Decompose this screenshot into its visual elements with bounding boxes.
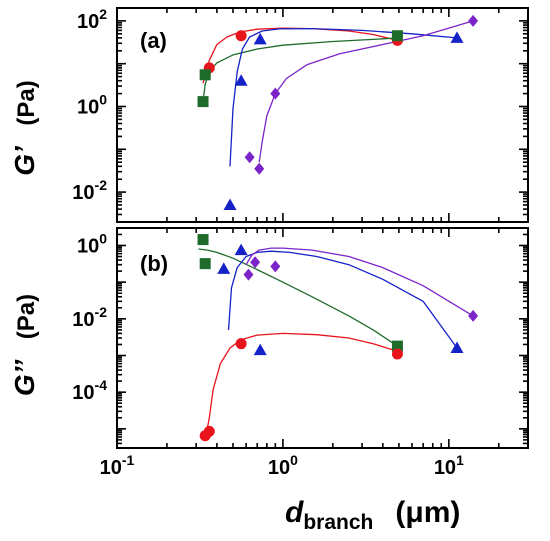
xlabel: dbranch (μm) xyxy=(285,496,460,534)
y-tick-label-b: 10-2 xyxy=(72,304,107,331)
fit-curve-diamond-b xyxy=(245,247,474,317)
ylabel-a-unit: (Pa) xyxy=(13,80,40,125)
data-point-square-a xyxy=(197,96,209,108)
ylabel-b-symbol: G’’ xyxy=(9,359,40,397)
ylabel-b-unit: (Pa) xyxy=(13,294,40,339)
fit-curve-square-b xyxy=(198,248,398,347)
fit-curve-circle-b xyxy=(204,332,398,441)
data-point-triangle-b xyxy=(234,243,248,256)
data-point-triangle-a xyxy=(234,74,248,86)
plot-frame-a xyxy=(116,7,529,223)
xlabel-subscript: branch xyxy=(303,511,373,534)
data-point-diamond-b xyxy=(243,268,254,281)
panel-tag-a: (a) xyxy=(140,28,167,53)
data-point-diamond-a xyxy=(254,162,265,175)
fit-curve-circle-a xyxy=(202,27,398,84)
data-point-circle-b xyxy=(235,338,247,350)
fit-curve-triangle-b xyxy=(227,250,458,349)
data-point-triangle-a xyxy=(253,32,267,45)
data-point-triangle-b xyxy=(253,343,267,356)
panel-tag-b: (b) xyxy=(140,251,168,276)
y-tick-label-a: 10-2 xyxy=(72,177,107,204)
data-point-triangle-b xyxy=(217,262,231,274)
panel-b: 10-4 10-2 100 10-1 100 101 xyxy=(72,227,529,479)
data-point-square-a xyxy=(199,69,211,81)
data-point-diamond-a xyxy=(270,87,281,100)
xlabel-symbol: d xyxy=(285,496,304,529)
xlabel-unit: (μm) xyxy=(395,496,460,529)
data-point-triangle-a xyxy=(223,198,237,210)
data-point-triangle-a xyxy=(450,31,464,43)
panel-a: 10-2 100 102 xyxy=(72,6,529,223)
y-tick-label-b: 10-4 xyxy=(72,377,107,404)
y-tick-label-b: 100 xyxy=(77,230,107,257)
data-point-square-b xyxy=(199,258,211,270)
data-point-diamond-b xyxy=(270,260,281,273)
data-point-circle-b xyxy=(391,348,403,360)
data-point-diamond-b xyxy=(250,256,261,269)
data-point-circle-b xyxy=(203,425,215,437)
data-point-diamond-a xyxy=(468,14,479,27)
data-point-square-b xyxy=(391,340,403,352)
x-tick-label: 10-1 xyxy=(100,452,135,479)
plot-frame-b xyxy=(116,227,529,449)
ylabel-a-symbol: G’ xyxy=(9,145,40,176)
data-point-square-a xyxy=(391,30,403,42)
fit-curve-triangle-a xyxy=(229,27,458,167)
data-point-diamond-b xyxy=(468,309,479,322)
fit-curve-diamond-a xyxy=(258,20,474,163)
data-point-diamond-a xyxy=(244,151,255,164)
y-tick-label-a: 102 xyxy=(77,6,107,33)
data-point-triangle-b xyxy=(450,341,464,354)
data-point-circle-a xyxy=(235,30,247,42)
x-tick-label: 101 xyxy=(434,452,464,479)
data-point-square-b xyxy=(197,234,209,246)
y-tick-label-a: 100 xyxy=(77,91,107,118)
x-tick-label: 100 xyxy=(268,452,298,479)
ylabel-b: G’’ (Pa) xyxy=(9,294,40,396)
ylabel-a: G’ (Pa) xyxy=(9,80,40,176)
